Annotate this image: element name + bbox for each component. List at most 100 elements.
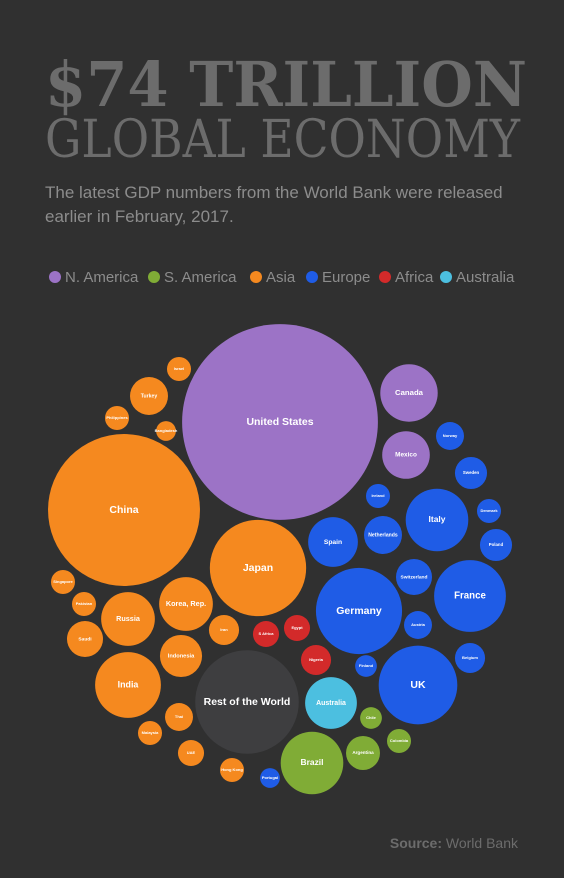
bubble-label: Rest of the World: [204, 696, 291, 708]
bubble: [101, 592, 155, 646]
bubble: [182, 324, 378, 520]
bubble-label: Philippines: [106, 415, 128, 420]
bubble-label: Thai: [175, 714, 183, 719]
bubble: [300, 644, 332, 676]
bubble-label: Argentina: [352, 750, 374, 755]
legend-dot: [379, 271, 391, 283]
bubble: [454, 456, 488, 490]
description-line: earlier in February, 2017.: [45, 207, 234, 226]
bubble-label: Portugal: [262, 775, 278, 780]
bubble-label: Singapore: [53, 579, 73, 584]
bubble-label: Korea, Rep.: [166, 599, 206, 608]
bubble: [454, 642, 486, 674]
bubble-label: Canada: [395, 388, 424, 397]
bubble: [159, 634, 203, 678]
bubbles: Rest of the World United States Canada Mexi…: [48, 324, 513, 795]
description-line: The latest GDP numbers from the World Ba…: [45, 183, 503, 202]
bubble-label: Netherlands: [368, 532, 398, 538]
bubble-label: Colombia: [390, 738, 409, 743]
bubble-label: Sweden: [463, 470, 480, 475]
bubble: [364, 516, 402, 554]
bubble: [66, 620, 104, 658]
bubble: [283, 614, 311, 642]
bubble-label: Denmark: [480, 508, 498, 513]
bubble-label: Israel: [174, 366, 184, 371]
legend-dot: [49, 271, 61, 283]
legend-label: Africa: [395, 269, 434, 286]
bubble: [346, 736, 380, 770]
bubble: [308, 517, 358, 567]
bubble-label: Japan: [243, 562, 273, 574]
bubble: [177, 739, 205, 767]
bubble-label: Poland: [489, 542, 504, 547]
bubble-label: S Africa: [259, 631, 275, 636]
legend-label: Asia: [266, 269, 296, 286]
bubble-label: Australia: [316, 700, 346, 707]
bubble: [252, 620, 280, 648]
bubble: [104, 405, 130, 431]
legend-dot: [148, 271, 160, 283]
bubble: [405, 488, 469, 552]
legend-label: Australia: [456, 269, 515, 286]
bubble-label: Nigeria: [309, 657, 323, 662]
bubble: [404, 611, 432, 639]
bubble: [130, 377, 168, 415]
bubble: [209, 519, 307, 617]
bubble: [95, 652, 161, 718]
bubble-label: UK: [410, 679, 426, 691]
bubble-label: Germany: [336, 605, 382, 617]
bubble-label: China: [109, 504, 138, 516]
bubble: [280, 731, 344, 795]
bubble: [395, 558, 433, 596]
bubble-label: Bangladesh: [155, 428, 178, 433]
bubble: [156, 421, 176, 441]
bubble-label: Finland: [359, 663, 374, 668]
subtitle: GLOBAL ECONOMY: [45, 110, 521, 170]
legend-label: S. America: [164, 269, 237, 286]
bubble: [378, 645, 458, 725]
bubble-label: Chile: [366, 715, 377, 720]
bubble-label: Indonesia: [168, 654, 195, 660]
bubble-label: UAE: [187, 750, 196, 755]
bubble-label: Pakistan: [76, 601, 93, 606]
bubble: [315, 567, 403, 655]
bubble-label: India: [118, 679, 139, 689]
bubble-label: Italy: [429, 514, 446, 524]
bubble-label: Russia: [116, 614, 141, 623]
bubble: [476, 498, 502, 524]
bubble: [50, 569, 76, 595]
bubble: [365, 483, 391, 509]
bubble-label: Mexico: [395, 452, 417, 459]
legend-label: Europe: [322, 269, 370, 286]
legend-dot: [306, 271, 318, 283]
bubble-label: Belgium: [462, 655, 478, 660]
bubble-label: Hong Kong: [221, 767, 243, 772]
bubble: [159, 577, 213, 631]
bubble: [360, 707, 382, 729]
bubble: [355, 655, 377, 677]
bubble: [382, 431, 430, 479]
bubble: [436, 422, 464, 450]
title: $74 TRILLION: [45, 48, 527, 121]
source: Source: World Bank: [390, 835, 519, 851]
legend-dot: [440, 271, 452, 283]
bubble: [208, 614, 240, 646]
bubble: [166, 356, 192, 382]
bubble-label: United States: [246, 416, 313, 428]
bubble: [260, 768, 280, 788]
bubble-label: Austria: [411, 622, 426, 627]
bubble-label: Spain: [324, 539, 342, 546]
legend-label: N. America: [65, 269, 139, 286]
bubble-label: Norway: [443, 433, 458, 438]
legend: N. America S. America Asia Europe Africa Aust…: [49, 269, 515, 286]
bubble: [219, 757, 245, 783]
bubble-label: France: [454, 591, 486, 602]
bubble: [195, 650, 299, 754]
legend-dot: [250, 271, 262, 283]
bubble-label: Egypt: [291, 625, 303, 630]
bubble: [305, 677, 357, 729]
bubble: [434, 560, 506, 632]
bubble: [386, 728, 412, 754]
bubble-label: Saudi: [78, 636, 91, 642]
bubble-label: Turkey: [141, 393, 158, 399]
